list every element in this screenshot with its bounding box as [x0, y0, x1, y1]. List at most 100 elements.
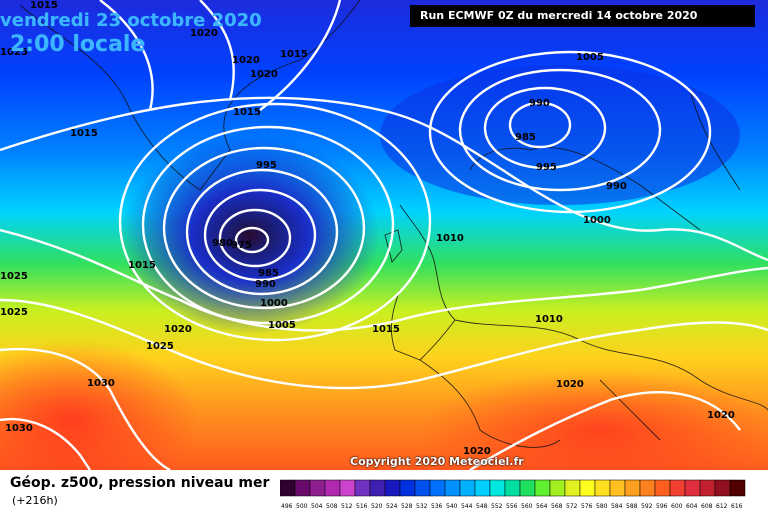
- scale-swatch: [684, 479, 701, 497]
- isobar-label: 1020: [556, 379, 584, 390]
- isobar-label: 1025: [0, 271, 28, 282]
- forecast-hour: (+216h): [12, 494, 58, 507]
- isobar-label: 1015: [280, 49, 308, 60]
- scale-label: 612: [716, 503, 728, 510]
- isobar-label: 1000: [583, 215, 611, 226]
- scale-label: 552: [491, 503, 503, 510]
- scale-label: 528: [401, 503, 413, 510]
- scale-label: 596: [656, 503, 668, 510]
- isobar-label: 1015: [372, 324, 400, 335]
- isobar-label: 1030: [87, 378, 115, 389]
- isobar-label: 1020: [250, 69, 278, 80]
- scale-swatch: [669, 479, 686, 497]
- scale-swatch: [714, 479, 731, 497]
- scale-label: 592: [641, 503, 653, 510]
- isobar-label: 1020: [707, 410, 735, 421]
- scale-swatch: [474, 479, 491, 497]
- isobar-label: 1020: [164, 324, 192, 335]
- scale-label: 588: [626, 503, 638, 510]
- scale-label: 564: [536, 503, 548, 510]
- isobar-label: 1020: [190, 28, 218, 39]
- scale-label: 540: [446, 503, 458, 510]
- scale-label: 576: [581, 503, 593, 510]
- scale-swatch: [444, 479, 461, 497]
- scale-swatch: [324, 479, 341, 497]
- isobar-label: 1020: [232, 55, 260, 66]
- isobar-label: 985: [258, 268, 279, 279]
- scale-swatch: [654, 479, 671, 497]
- scale-swatch: [294, 479, 311, 497]
- scale-swatch: [504, 479, 521, 497]
- scale-label: 608: [701, 503, 713, 510]
- isobar-label: 1025: [0, 307, 28, 318]
- scale-swatch: [639, 479, 656, 497]
- isobar-label: 990: [255, 279, 276, 290]
- isobar-label: 1025: [146, 341, 174, 352]
- scale-swatch: [354, 479, 371, 497]
- scale-label: 512: [341, 503, 353, 510]
- scale-swatch: [564, 479, 581, 497]
- forecast-time: 2:00 locale: [10, 32, 146, 57]
- scale-swatch: [549, 479, 566, 497]
- isobar-label: 990: [529, 98, 550, 109]
- scale-swatch: [594, 479, 611, 497]
- scale-label: 536: [431, 503, 443, 510]
- scale-label: 584: [611, 503, 623, 510]
- scale-swatch: [384, 479, 401, 497]
- scale-label: 616: [731, 503, 743, 510]
- scale-swatch: [399, 479, 416, 497]
- scale-swatch: [699, 479, 716, 497]
- scale-swatch: [369, 479, 386, 497]
- scale-label: 604: [686, 503, 698, 510]
- coastlines: [19, 0, 768, 448]
- isobar-label: 975: [231, 240, 252, 251]
- scale-label: 532: [416, 503, 428, 510]
- isobar-label: 1015: [70, 128, 98, 139]
- isobar-label: 990: [606, 181, 627, 192]
- isobar-label: 1010: [535, 314, 563, 325]
- scale-label: 548: [476, 503, 488, 510]
- scale-label: 560: [521, 503, 533, 510]
- scale-label: 600: [671, 503, 683, 510]
- isobar-label-group: 1015 1020 1020 1015 1020 1015 1015 995 9…: [0, 0, 735, 457]
- isobar-label: 1010: [436, 233, 464, 244]
- scale-swatch: [609, 479, 626, 497]
- scale-swatch: [280, 479, 296, 497]
- forecast-date: vendredi 23 octobre 2020: [0, 10, 262, 31]
- isobar-label: 1015: [30, 0, 58, 11]
- scale-swatch: [729, 479, 746, 497]
- isobar-label: 995: [536, 162, 557, 173]
- isobar-label: 1005: [268, 320, 296, 331]
- scale-label: 524: [386, 503, 398, 510]
- geopotential-map: 1015 1020 1020 1015 1020 1015 1015 995 9…: [0, 0, 768, 470]
- scale-label: 500: [296, 503, 308, 510]
- azores-ridge-core: [0, 340, 200, 470]
- isobar-label: 1015: [233, 107, 261, 118]
- scale-label: 580: [596, 503, 608, 510]
- copyright-text: Copyright 2020 Meteociel.fr: [350, 455, 524, 468]
- scale-label: 556: [506, 503, 518, 510]
- low-pressure-core: [120, 135, 380, 335]
- scale-swatch: [489, 479, 506, 497]
- scale-swatch: [429, 479, 446, 497]
- isobar-lines: [0, 0, 768, 470]
- scale-label: 508: [326, 503, 338, 510]
- isobar-label: 1015: [128, 260, 156, 271]
- isobar-label: 980: [212, 238, 233, 249]
- scale-label: 520: [371, 503, 383, 510]
- isobar-label: 1025: [0, 47, 28, 58]
- scale-swatch: [519, 479, 536, 497]
- scale-label: 568: [551, 503, 563, 510]
- scale-swatch: [459, 479, 476, 497]
- scale-swatch: [339, 479, 356, 497]
- scale-label: 496: [281, 503, 293, 510]
- scale-label: 572: [566, 503, 578, 510]
- scale-swatch: [579, 479, 596, 497]
- isobar-label: 985: [515, 132, 536, 143]
- model-run-label: Run ECMWF 0Z du mercredi 14 octobre 2020: [410, 5, 755, 27]
- scale-label: 504: [311, 503, 323, 510]
- isobar-label: 995: [256, 160, 277, 171]
- map-title: Géop. z500, pression niveau mer: [10, 475, 270, 491]
- isobar-label: 1030: [5, 423, 33, 434]
